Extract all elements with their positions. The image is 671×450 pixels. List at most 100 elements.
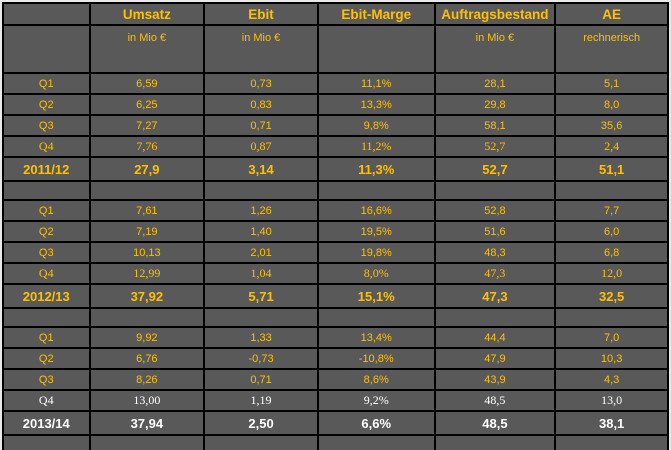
value-cell: 0,73 [203,72,319,95]
column-header-ebit-marge: Ebit-Marge [316,2,436,26]
value-cell: 11,3% [316,156,436,182]
value-cell: 4,3 [554,368,669,391]
value-cell: 13,0 [554,389,669,412]
column-header-row: Umsatz Ebit Ebit-Marge Auftragsbestand A… [2,2,669,26]
row-label-cell: Q4 [2,262,91,285]
value-cell: 16,6% [316,199,436,222]
value-cell: 6,8 [554,241,669,264]
quarter-row: Q1 6,59 0,73 11,1% 28,1 5,1 [2,72,669,95]
quarter-row: Q4 12,99 1,04 8,0% 47,3 12,0 [2,262,669,285]
value-cell [316,307,436,328]
spacer-row [2,180,669,201]
value-cell: 8,6% [316,368,436,391]
value-cell: 0,87 [203,135,319,158]
value-cell: 7,76 [88,135,206,158]
column-header-ae: AE [554,2,669,26]
value-cell [316,434,436,450]
value-cell: 11,2% [316,135,436,158]
quarter-row: Q3 8,26 0,71 8,6% 43,9 4,3 [2,368,669,391]
value-cell: 9,2% [316,389,436,412]
value-cell: 13,3% [316,93,436,116]
unit-cell-ebit: in Mio € [203,24,319,74]
row-label-cell [2,434,91,450]
value-cell: 37,94 [88,410,206,436]
value-cell: 1,33 [203,326,319,349]
row-label-cell [2,180,91,201]
value-cell: 6,25 [88,93,206,116]
value-cell [203,180,319,201]
unit-cell-ebit-marge [316,24,436,74]
value-cell: 7,0 [554,326,669,349]
value-cell: 10,13 [88,241,206,264]
value-cell: 29,8 [433,93,557,116]
value-cell [203,434,319,450]
table-head: Umsatz Ebit Ebit-Marge Auftragsbestand A… [2,2,669,74]
row-label-cell: Q1 [2,326,91,349]
value-cell: 32,5 [554,283,669,309]
value-cell: 51,6 [433,220,557,243]
row-label-cell: Q4 [2,135,91,158]
value-cell: 47,9 [433,347,557,370]
value-cell [88,307,206,328]
value-cell: 7,7 [554,199,669,222]
value-cell: 12,0 [554,262,669,285]
year-total-row: 2012/13 37,92 5,71 15,1% 47,3 32,5 [2,283,669,309]
value-cell: -10,8% [316,347,436,370]
value-cell: 6,59 [88,72,206,95]
value-cell: 0,71 [203,114,319,137]
row-label-cell: Q3 [2,368,91,391]
value-cell: 15,1% [316,283,436,309]
row-label-cell: Q4 [2,389,91,412]
value-cell: 8,26 [88,368,206,391]
value-cell: 7,19 [88,220,206,243]
value-cell: 9,92 [88,326,206,349]
value-cell: 1,19 [203,389,319,412]
value-cell: 6,0 [554,220,669,243]
unit-cell-ae: rechnerisch [554,24,669,74]
value-cell: 47,3 [433,283,557,309]
value-cell: 9,8% [316,114,436,137]
spacer-row [2,307,669,328]
value-cell: 37,92 [88,283,206,309]
row-label-cell [2,307,91,328]
value-cell: 11,1% [316,72,436,95]
value-cell: 0,71 [203,368,319,391]
quarter-row: Q2 7,19 1,40 19,5% 51,6 6,0 [2,220,669,243]
value-cell [88,434,206,450]
value-cell: 2,01 [203,241,319,264]
value-cell: 1,40 [203,220,319,243]
quarter-row: Q3 10,13 2,01 19,8% 48,3 6,8 [2,241,669,264]
value-cell: 19,8% [316,241,436,264]
value-cell: 48,5 [433,389,557,412]
value-cell: 6,76 [88,347,206,370]
value-cell: 47,3 [433,262,557,285]
row-label-cell: Q2 [2,220,91,243]
year-total-row: 2013/14 37,94 2,50 6,6% 48,5 38,1 [2,410,669,436]
value-cell: 8,0 [554,93,669,116]
value-cell: 10,3 [554,347,669,370]
value-cell: 52,7 [433,135,557,158]
year-total-row: 2011/12 27,9 3,14 11,3% 52,7 51,1 [2,156,669,182]
quarter-row: Q3 7,27 0,71 9,8% 58,1 35,6 [2,114,669,137]
value-cell: 7,61 [88,199,206,222]
value-cell: 43,9 [433,368,557,391]
value-cell: 0,83 [203,93,319,116]
quarter-row: Q1 9,92 1,33 13,4% 44,4 7,0 [2,326,669,349]
value-cell: 5,1 [554,72,669,95]
value-cell: 19,5% [316,220,436,243]
value-cell: 35,6 [554,114,669,137]
value-cell: 52,7 [433,156,557,182]
value-cell: 38,1 [554,410,669,436]
unit-cell-umsatz: in Mio € [88,24,206,74]
row-label-cell: Q3 [2,241,91,264]
row-label-cell: 2013/14 [2,410,91,436]
corner-cell [2,2,91,26]
value-cell: 2,4 [554,135,669,158]
quarter-row: Q4 7,76 0,87 11,2% 52,7 2,4 [2,135,669,158]
row-label-cell: 2012/13 [2,283,91,309]
quarter-row: Q4 13,00 1,19 9,2% 48,5 13,0 [2,389,669,412]
unit-cell-auftragsbestand: in Mio € [433,24,557,74]
value-cell: 58,1 [433,114,557,137]
